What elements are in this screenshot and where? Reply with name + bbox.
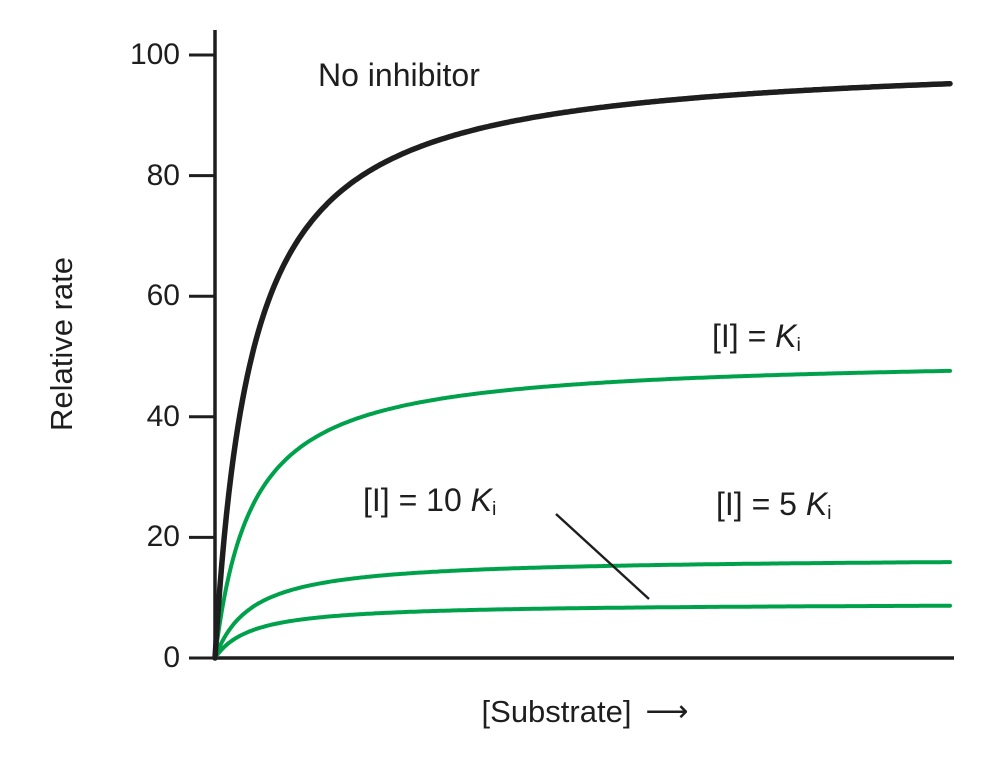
ki10-subscript: i [491, 498, 497, 521]
y-axis-title: Relative rate [44, 256, 79, 432]
y-tick-label: 100 [129, 38, 180, 71]
x-axis-title: [Substrate] ⟶ [482, 694, 689, 730]
leader-line-10ki [555, 513, 650, 600]
curve-label-ki: [I] = Ki [712, 318, 801, 357]
ki5-prefix: [I] = 5 [716, 486, 806, 522]
ki-prefix: [I] = [712, 318, 776, 354]
curve-label-5ki: [I] = 5 Ki [716, 486, 832, 525]
ki-subscript: i [796, 334, 801, 357]
ki10-symbol: K [470, 482, 492, 518]
curve-ki [213, 368, 952, 660]
y-tick-label: 60 [146, 279, 180, 313]
right-arrow-icon: ⟶ [645, 695, 689, 728]
curve-5ki [213, 560, 952, 660]
curve-label-no-inhibitor: No inhibitor [318, 57, 480, 93]
curve-no-inhibitor [212, 80, 953, 661]
y-tick-label: 0 [163, 641, 180, 674]
ki-symbol: K [775, 318, 797, 354]
curve-10ki [213, 603, 952, 660]
curve-label-10ki: [I] = 10 Ki [363, 482, 497, 521]
ki5-symbol: K [805, 486, 828, 522]
y-tick-label: 20 [146, 520, 180, 554]
y-tick-label: 80 [146, 158, 180, 192]
ki10-prefix: [I] = 10 [363, 482, 471, 518]
ki5-subscript: i [827, 502, 832, 525]
y-tick-label: 40 [146, 399, 180, 433]
x-axis-title-text: [Substrate] [481, 694, 632, 729]
